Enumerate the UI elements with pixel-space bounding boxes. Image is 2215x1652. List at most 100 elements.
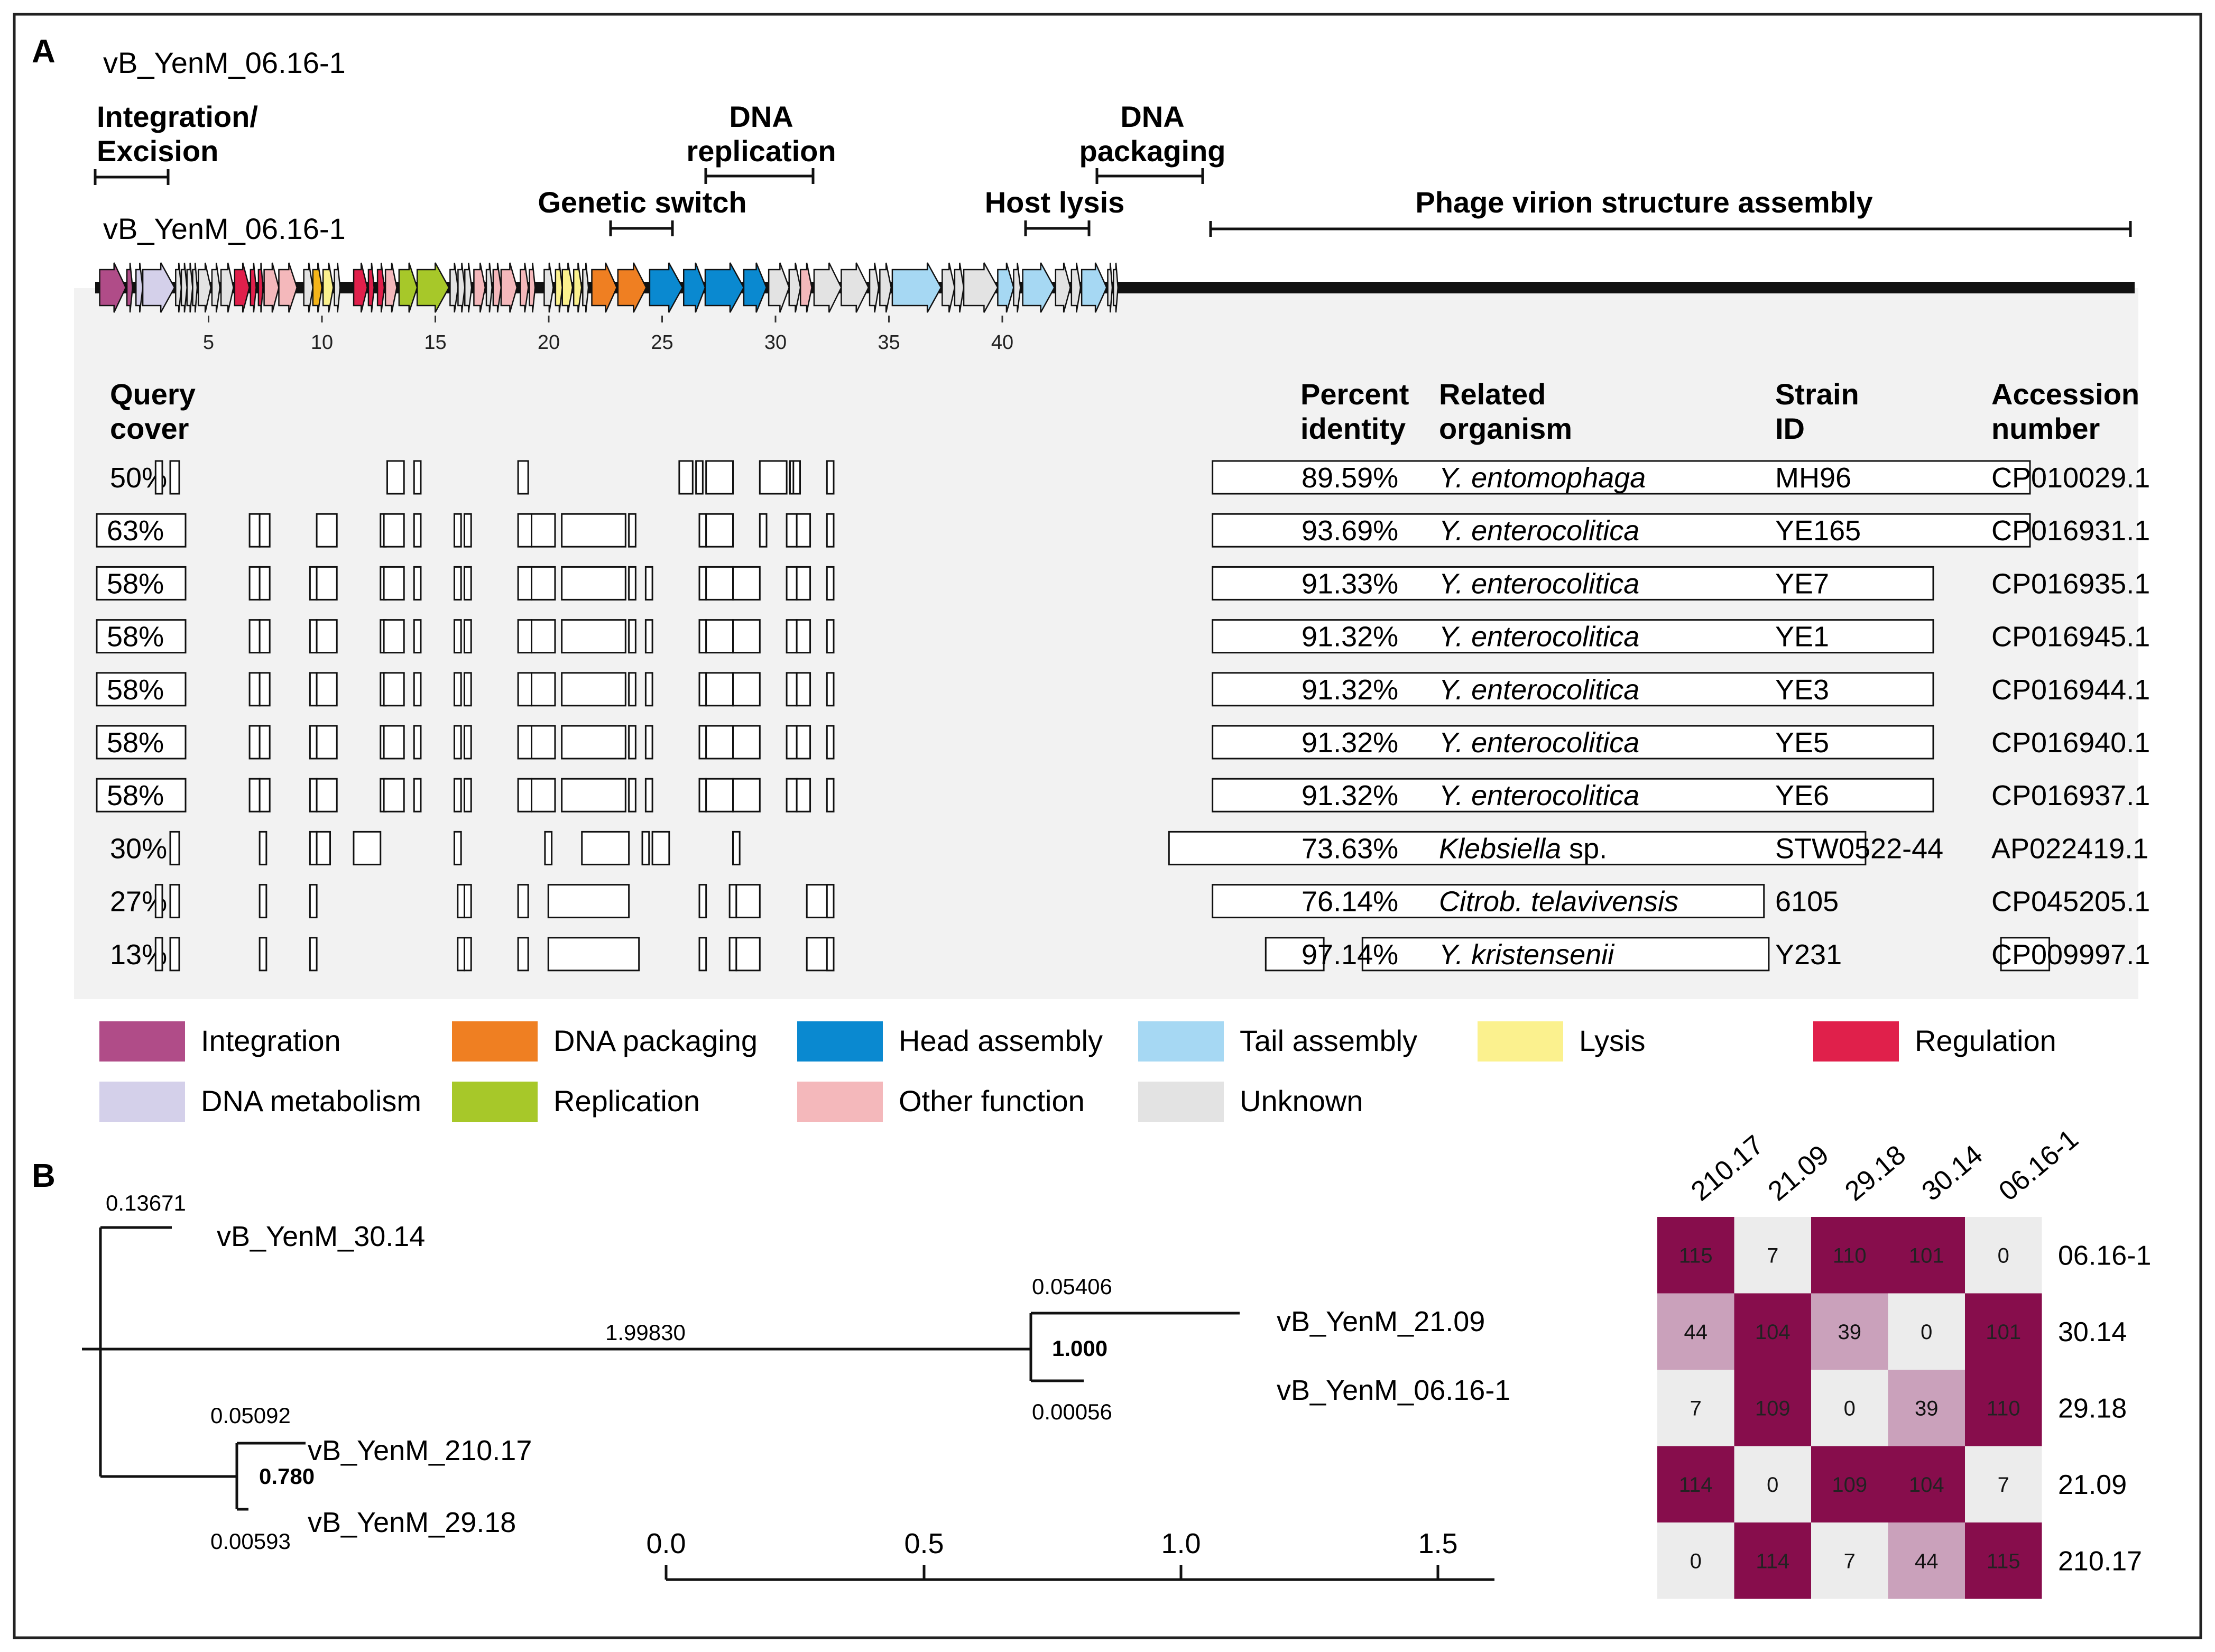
header-percent-identity: Percent: [1300, 377, 1409, 411]
heatmap-cell-value: 0: [1690, 1549, 1702, 1573]
heatmap-cell-value: 44: [1684, 1321, 1708, 1344]
strain-id-value: MH96: [1775, 462, 1851, 494]
phylogenetic-tree: 0.13671 vB_YenM_30.14 1.99830 0.05406 1.…: [82, 1190, 1510, 1554]
hit-block: [413, 725, 422, 760]
hit-block: [413, 619, 422, 654]
legend-swatch: [1138, 1021, 1224, 1062]
legend-label: Replication: [553, 1084, 700, 1118]
related-organism-value: Y. entomophaga: [1439, 462, 1646, 494]
percent-identity-value: 91.32%: [1302, 674, 1398, 706]
hit-block: [248, 566, 261, 601]
hit-block: [759, 513, 768, 548]
gene-arrow-unknown: [197, 262, 212, 313]
accession-value: CP045205.1: [1991, 886, 2150, 918]
hit-block: [544, 830, 553, 865]
accession-value: CP010029.1: [1991, 462, 2150, 494]
branch-length-210-17: 0.05092: [210, 1403, 291, 1428]
gene-arrow-unknown: [334, 262, 341, 313]
hit-block: [698, 566, 707, 601]
gene-arrow-unknown: [1055, 262, 1071, 313]
heatmap-row-label: 06.16-1: [2058, 1240, 2151, 1271]
gene-arrow-unknown: [303, 262, 314, 313]
heatmap-cell: [1811, 1370, 1888, 1446]
branch-length-06-16-1: 0.00056: [1032, 1399, 1112, 1424]
hit-block: [383, 513, 405, 548]
hit-block: [2000, 937, 2051, 972]
hit-block: [457, 884, 465, 919]
branch-length-30-14: 0.13671: [106, 1190, 186, 1215]
heatmap-row-label: 29.18: [2058, 1393, 2127, 1424]
hit-block: [826, 566, 835, 601]
heatmap-cell-value: 115: [1987, 1549, 2020, 1573]
hit-block: [309, 830, 318, 865]
hit-block: [796, 778, 811, 813]
legend-swatch: [99, 1021, 185, 1062]
hit-block: [732, 672, 761, 707]
heatmap-cell: [1888, 1217, 1965, 1294]
leaf-06-16-1: vB_YenM_06.16-1: [1277, 1374, 1510, 1406]
hit-block: [628, 725, 636, 760]
hit-block: [698, 725, 707, 760]
gene-arrow-regulation: [257, 262, 264, 313]
accession-value: CP009997.1: [1991, 939, 2150, 971]
hit-block: [309, 619, 318, 654]
hit-block: [386, 460, 405, 495]
identity-bar: [1212, 672, 1934, 707]
hit-block: [309, 778, 318, 813]
hit-block: [561, 725, 626, 760]
gene-arrow-packaging: [591, 262, 618, 313]
hit-block: [581, 830, 630, 865]
accession-value: AP022419.1: [1991, 833, 2148, 864]
gene-arrow-unknown: [963, 262, 999, 313]
hit-block: [413, 778, 422, 813]
hit-block: [259, 513, 271, 548]
legend-swatch: [797, 1082, 883, 1122]
accession-value: CP016937.1: [1991, 780, 2150, 811]
related-organism-value: Y. kristensenii: [1439, 939, 1615, 971]
percent-identity-value: 93.69%: [1302, 515, 1398, 547]
strain-id-value: 6105: [1775, 886, 1839, 918]
hit-block: [453, 619, 462, 654]
hit-block: [413, 513, 422, 548]
legend-label: Lysis: [1579, 1024, 1646, 1057]
leaf-29-18: vB_YenM_29.18: [308, 1507, 516, 1538]
gene-arrow-unknown: [788, 262, 801, 313]
legend-label: Unknown: [1240, 1084, 1363, 1118]
hit-block: [154, 884, 163, 919]
hit-block: [796, 619, 811, 654]
legend-label: Regulation: [1915, 1024, 2056, 1057]
percent-identity-value: 91.33%: [1302, 568, 1398, 599]
header-related-organism: Related: [1439, 377, 1546, 411]
hit-block: [517, 884, 529, 919]
hit-block: [464, 937, 472, 972]
scale-tick-05: 0.5: [904, 1528, 944, 1559]
legend-label: Tail assembly: [1240, 1024, 1417, 1057]
hit-block: [628, 619, 636, 654]
hit-block: [698, 937, 707, 972]
identity-bar: [1212, 513, 2031, 548]
hit-block: [561, 619, 626, 654]
heatmap-cell-value: 110: [1987, 1397, 2020, 1420]
hit-block: [316, 778, 338, 813]
legend-swatch: [99, 1082, 185, 1122]
branch-length-29-18: 0.00593: [210, 1529, 291, 1554]
strain-id-value: YE7: [1775, 568, 1829, 599]
hit-block: [259, 778, 271, 813]
header-strain-id-2: ID: [1775, 412, 1805, 445]
related-organism-value: Y. enterocolitica: [1439, 515, 1639, 547]
hit-block: [531, 778, 556, 813]
axis-tick-label: 10: [311, 331, 333, 354]
related-organism-value: Klebsiella sp.: [1439, 833, 1607, 864]
branch-length-long: 1.99830: [605, 1320, 686, 1345]
hit-block: [628, 778, 636, 813]
hit-block: [678, 460, 694, 495]
hit-block: [705, 725, 734, 760]
gene-arrow-integration: [99, 262, 127, 313]
hit-row: 27% 76.14% Citrob. telavivensis 6105 CP04520…: [110, 884, 2150, 919]
panel-b-letter: B: [32, 1158, 56, 1194]
heatmap-cell-value: 7: [1767, 1244, 1778, 1267]
leaf-210-17: vB_YenM_210.17: [308, 1435, 532, 1466]
hit-block: [154, 460, 163, 495]
gene-arrow-regulation: [353, 262, 368, 313]
